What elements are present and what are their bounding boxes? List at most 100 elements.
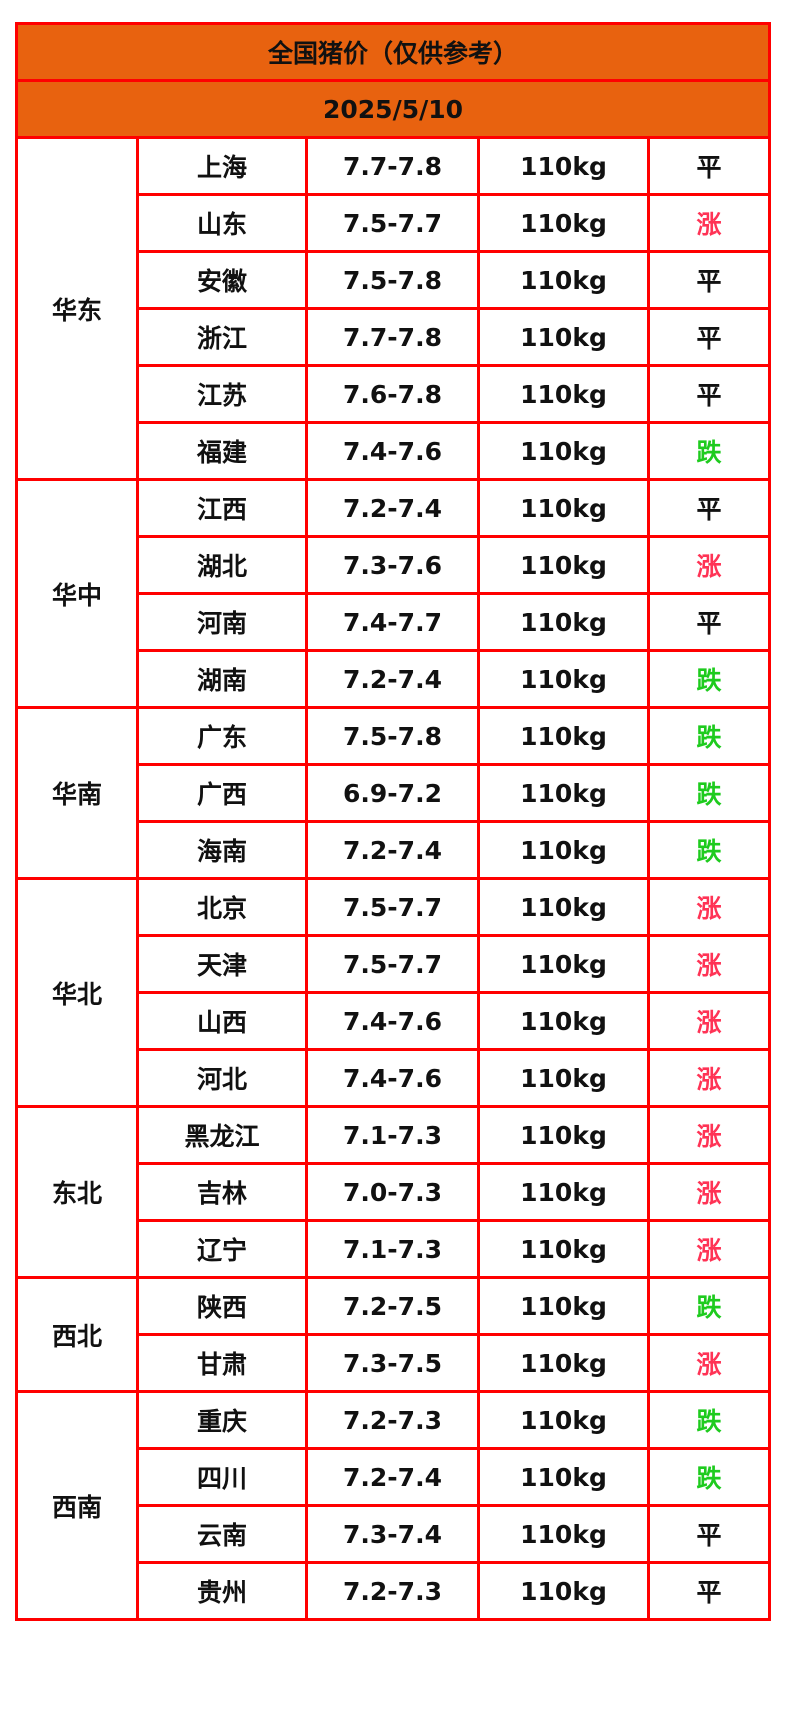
weight-cell: 110kg	[477, 1219, 650, 1279]
province-cell: 山东	[136, 193, 308, 253]
province-cell: 辽宁	[136, 1219, 308, 1279]
weight-cell: 110kg	[477, 1048, 650, 1108]
trend-cell: 跌	[646, 1390, 772, 1450]
table-row: 江苏 7.6-7.8 110kg 平	[17, 364, 772, 424]
table-row: 湖南 7.2-7.4 110kg 跌	[17, 649, 772, 709]
table-title: 全国猪价（仅供参考）	[14, 22, 772, 82]
weight-cell: 110kg	[477, 763, 650, 823]
region-cell: 华东	[15, 136, 139, 481]
trend-cell: 涨	[646, 1048, 772, 1108]
trend-cell: 平	[646, 592, 772, 652]
trend-cell: 涨	[646, 1105, 772, 1165]
price-cell: 7.4-7.6	[305, 1048, 480, 1108]
trend-cell: 涨	[646, 535, 772, 595]
price-cell: 7.5-7.7	[305, 877, 480, 937]
trend-cell: 平	[646, 307, 772, 367]
price-cell: 7.1-7.3	[305, 1105, 480, 1165]
price-cell: 7.2-7.4	[305, 478, 480, 538]
weight-cell: 110kg	[477, 250, 650, 310]
table-date: 2025/5/10	[14, 79, 772, 139]
price-cell: 7.5-7.7	[305, 193, 480, 253]
province-cell: 广东	[136, 706, 308, 766]
table-row: 湖北 7.3-7.6 110kg 涨	[17, 535, 772, 595]
trend-cell: 涨	[646, 991, 772, 1051]
province-cell: 北京	[136, 877, 308, 937]
trend-cell: 跌	[646, 421, 772, 481]
weight-cell: 110kg	[477, 193, 650, 253]
price-cell: 7.2-7.4	[305, 820, 480, 880]
trend-cell: 涨	[646, 1333, 772, 1393]
table-row: 福建 7.4-7.6 110kg 跌	[17, 421, 772, 481]
price-cell: 7.0-7.3	[305, 1162, 480, 1222]
weight-cell: 110kg	[477, 1162, 650, 1222]
province-cell: 广西	[136, 763, 308, 823]
trend-cell: 平	[646, 364, 772, 424]
weight-cell: 110kg	[477, 535, 650, 595]
trend-cell: 平	[646, 250, 772, 310]
table-row: 云南 7.3-7.4 110kg 平	[17, 1504, 772, 1564]
table-row: 华中 江西 7.2-7.4 110kg 平	[15, 478, 772, 709]
weight-cell: 110kg	[477, 820, 650, 880]
weight-cell: 110kg	[477, 478, 650, 538]
province-cell: 浙江	[136, 307, 308, 367]
province-cell: 四川	[136, 1447, 308, 1507]
region-cell: 东北	[15, 1105, 139, 1279]
province-cell: 山西	[136, 991, 308, 1051]
province-cell: 上海	[136, 136, 308, 196]
weight-cell: 110kg	[477, 1390, 650, 1450]
trend-cell: 跌	[646, 1276, 772, 1336]
price-cell: 7.2-7.3	[305, 1561, 480, 1621]
region-cell: 西南	[15, 1390, 139, 1621]
price-cell: 7.5-7.7	[305, 934, 480, 994]
province-cell: 吉林	[136, 1162, 308, 1222]
trend-cell: 跌	[646, 649, 772, 709]
weight-cell: 110kg	[477, 364, 650, 424]
table-row: 海南 7.2-7.4 110kg 跌	[17, 820, 772, 880]
price-cell: 7.4-7.6	[305, 421, 480, 481]
table-row: 山西 7.4-7.6 110kg 涨	[17, 991, 772, 1051]
province-cell: 贵州	[136, 1561, 308, 1621]
province-cell: 湖北	[136, 535, 308, 595]
province-cell: 江西	[136, 478, 308, 538]
pig-price-table: 全国猪价（仅供参考） 2025/5/10 华东 上海 7.7-7.8 110kg 平山东…	[14, 22, 772, 1621]
province-cell: 天津	[136, 934, 308, 994]
trend-cell: 涨	[646, 877, 772, 937]
province-cell: 福建	[136, 421, 308, 481]
price-cell: 7.2-7.3	[305, 1390, 480, 1450]
table-row: 广西 6.9-7.2 110kg 跌	[17, 763, 772, 823]
weight-cell: 110kg	[477, 706, 650, 766]
trend-cell: 跌	[646, 706, 772, 766]
table-row: 西北 陕西 7.2-7.5 110kg 跌	[15, 1276, 772, 1393]
weight-cell: 110kg	[477, 307, 650, 367]
province-cell: 海南	[136, 820, 308, 880]
table-row: 浙江 7.7-7.8 110kg 平	[17, 307, 772, 367]
price-cell: 7.4-7.6	[305, 991, 480, 1051]
province-cell: 黑龙江	[136, 1105, 308, 1165]
price-cell: 7.6-7.8	[305, 364, 480, 424]
price-cell: 7.4-7.7	[305, 592, 480, 652]
weight-cell: 110kg	[477, 1504, 650, 1564]
table-row: 甘肃 7.3-7.5 110kg 涨	[17, 1333, 772, 1393]
price-cell: 7.5-7.8	[305, 250, 480, 310]
table-row: 东北 黑龙江 7.1-7.3 110kg 涨	[15, 1105, 772, 1279]
table-row: 河北 7.4-7.6 110kg 涨	[17, 1048, 772, 1108]
weight-cell: 110kg	[477, 136, 650, 196]
table-row: 辽宁 7.1-7.3 110kg 涨	[17, 1219, 772, 1279]
trend-cell: 平	[646, 478, 772, 538]
table-row: 安徽 7.5-7.8 110kg 平	[17, 250, 772, 310]
province-cell: 河南	[136, 592, 308, 652]
table-row: 贵州 7.2-7.3 110kg 平	[17, 1561, 772, 1621]
price-cell: 7.5-7.8	[305, 706, 480, 766]
price-cell: 7.1-7.3	[305, 1219, 480, 1279]
trend-cell: 跌	[646, 763, 772, 823]
weight-cell: 110kg	[477, 1276, 650, 1336]
weight-cell: 110kg	[477, 877, 650, 937]
trend-cell: 涨	[646, 1219, 772, 1279]
price-cell: 7.2-7.5	[305, 1276, 480, 1336]
trend-cell: 平	[646, 1504, 772, 1564]
table-row: 吉林 7.0-7.3 110kg 涨	[17, 1162, 772, 1222]
price-cell: 7.3-7.6	[305, 535, 480, 595]
province-cell: 河北	[136, 1048, 308, 1108]
region-cell: 华南	[15, 706, 139, 880]
table-row: 山东 7.5-7.7 110kg 涨	[17, 193, 772, 253]
